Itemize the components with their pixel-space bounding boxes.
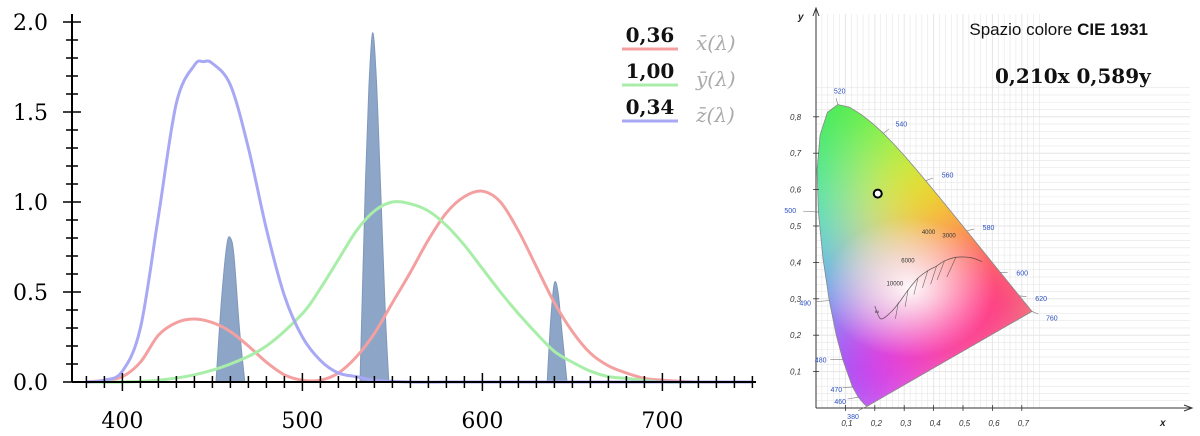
legend-value: 0,34 xyxy=(626,95,675,119)
y-tick-label: 0,8 xyxy=(790,113,802,122)
wavelength-label: 520 xyxy=(834,88,846,95)
x-tick-label: 700 xyxy=(641,409,683,434)
isotherm-line xyxy=(922,270,929,288)
wavelength-label: 500 xyxy=(784,208,796,215)
isotherm-line xyxy=(946,257,957,278)
wavelength-label: 760 xyxy=(1046,315,1058,322)
x-tick-label: 0,7 xyxy=(1018,419,1030,428)
x-axis-arrow xyxy=(1183,404,1194,412)
spectrum-peak-1 xyxy=(215,236,246,383)
y-tick-label: 0,5 xyxy=(790,222,802,231)
cie-axes: 0,1 0,2 0,3 0,4 0,5 0,6 0,7 0,1 0,2 0,3 0,4 0,5 0,6 0… xyxy=(790,6,1194,429)
chromaticity-point xyxy=(872,188,883,199)
wavelength-label: 380 xyxy=(847,414,859,421)
legend-series-name: x̄(λ) xyxy=(696,31,736,55)
cie1931-chromaticity-diagram: 3000 4000 6000 10000 ∞ 0,1 0,2 0,3 0,4 0,5 0,6 0,7… xyxy=(784,6,1194,429)
planckian-curve xyxy=(874,256,983,320)
legend-series-name: z̄(λ) xyxy=(695,103,735,127)
spectral-locus-outline xyxy=(816,104,1033,407)
cmf-legend: 0,36 x̄(λ) 1,00 ȳ(λ) 0,34 z̄(λ) xyxy=(622,23,736,127)
planckian-label: 10000 xyxy=(887,282,904,288)
x-tick-label: 0,6 xyxy=(988,419,1000,428)
wavelength-tick xyxy=(815,300,830,302)
y-axis-arrow xyxy=(812,6,820,17)
x-tick-label: 0,4 xyxy=(930,419,942,428)
x-tick-label: 0,2 xyxy=(871,419,883,428)
y-axis-label: y xyxy=(797,12,804,23)
wavelength-label: 600 xyxy=(1016,270,1028,277)
wavelength-label: 460 xyxy=(834,399,846,406)
planckian-label: 3000 xyxy=(942,234,956,240)
isotherm-line xyxy=(895,302,899,319)
legend-series-name: ȳ(λ) xyxy=(695,67,736,91)
y-tick-label: 0,6 xyxy=(790,186,802,195)
y-tick-label: 0,4 xyxy=(790,258,802,267)
planckian-label: 4000 xyxy=(922,230,936,236)
planckian-label: 6000 xyxy=(901,258,915,264)
cmf-axes: 400 500 600 700 0.0 0.5 1.0 1.5 2.0 xyxy=(13,11,756,434)
wavelength-label: 540 xyxy=(896,121,908,128)
y-tick-label: 1.5 xyxy=(13,101,48,126)
x-tick-label: 400 xyxy=(101,409,143,434)
chromaticity-readout: 0,210x 0,589y xyxy=(995,64,1152,88)
isotherm-line xyxy=(904,290,909,307)
cmf-spectrum-chart: 400 500 600 700 0.0 0.5 1.0 1.5 2.0 0,36 x̄(λ) 1,0… xyxy=(13,11,756,434)
y-tick-label: 0,3 xyxy=(790,295,802,304)
isotherm-line xyxy=(913,277,919,295)
wavelength-tick xyxy=(842,386,853,389)
isotherm-line xyxy=(930,265,937,285)
x-tick-label: 0,1 xyxy=(841,419,852,428)
planckian-locus: 3000 4000 6000 10000 ∞ xyxy=(874,230,983,320)
wavelength-tick xyxy=(847,396,859,400)
x-tick-label: 600 xyxy=(461,409,503,434)
y-tick-label: 1.0 xyxy=(13,191,48,216)
wavelength-label: 560 xyxy=(942,173,954,180)
wavelength-tick xyxy=(925,177,933,181)
wavelength-tick xyxy=(858,405,868,411)
chromaticity-marker xyxy=(872,188,883,199)
wavelength-label: 470 xyxy=(830,387,842,394)
y-tick-label: 0,1 xyxy=(790,368,801,377)
x-bar-curve xyxy=(86,189,753,384)
x-tick-label: 0,3 xyxy=(900,419,912,428)
wavelength-label: 580 xyxy=(983,225,995,232)
wavelength-label: 480 xyxy=(815,358,827,365)
y-tick-label: 0.0 xyxy=(13,371,48,396)
cie-chart-title: Spazio colore CIE 1931 xyxy=(969,20,1148,39)
x-tick-label: 500 xyxy=(281,409,323,434)
wavelength-labels: 380 460 470 480 490 500 520 540 560 580 600 620 760 xyxy=(784,88,1057,421)
x-axis-label: x xyxy=(1159,418,1166,429)
legend-value: 0,36 xyxy=(626,23,675,47)
isotherm-line xyxy=(936,260,945,280)
wavelength-tick xyxy=(966,228,974,232)
wavelength-label: 490 xyxy=(799,301,811,308)
legend-value: 1,00 xyxy=(626,59,675,83)
wavelength-tick xyxy=(1019,295,1027,297)
wavelength-tick xyxy=(835,98,839,105)
x-tick-label: 0,5 xyxy=(959,419,971,428)
y-tick-label: 0.5 xyxy=(13,281,48,306)
spectrum-peak-2 xyxy=(359,32,390,383)
y-tick-label: 0,2 xyxy=(790,331,802,340)
wavelength-tick xyxy=(883,128,890,134)
planckian-label: ∞ xyxy=(875,309,879,315)
y-bar-curve xyxy=(86,200,753,384)
wavelength-label: 620 xyxy=(1035,296,1047,303)
wavelength-tick xyxy=(803,210,819,213)
y-tick-label: 2.0 xyxy=(13,11,48,36)
y-tick-label: 0,7 xyxy=(790,149,802,158)
wavelength-tick xyxy=(1031,311,1039,315)
